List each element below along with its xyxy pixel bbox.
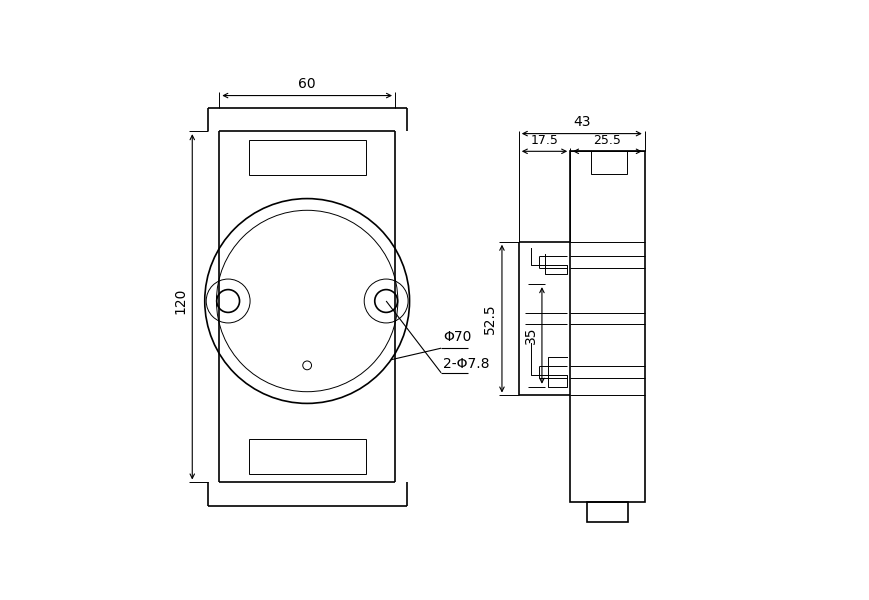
Bar [592, 151, 627, 174]
Text: 60: 60 [298, 77, 316, 91]
Bar [249, 140, 366, 175]
Bar [587, 502, 628, 522]
Text: 2-Φ7.8: 2-Φ7.8 [443, 357, 490, 371]
Text: 35: 35 [524, 327, 538, 344]
Text: 120: 120 [174, 288, 188, 314]
Text: 25.5: 25.5 [594, 134, 621, 148]
Text: 52.5: 52.5 [483, 304, 497, 334]
Text: 17.5: 17.5 [531, 134, 559, 148]
Text: Φ70: Φ70 [443, 331, 472, 344]
Text: 43: 43 [573, 115, 591, 129]
Bar [249, 439, 366, 473]
Bar [570, 151, 645, 502]
